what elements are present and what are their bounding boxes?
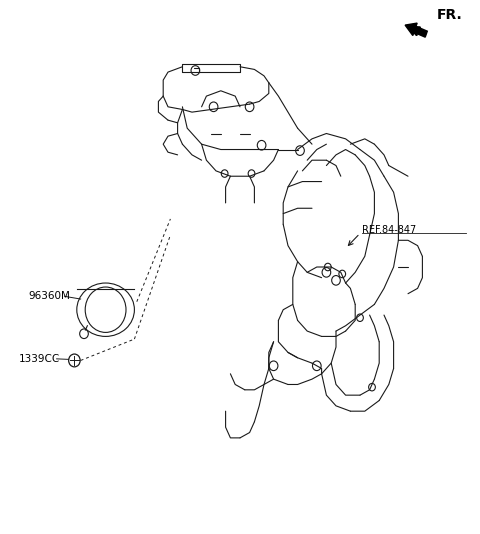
Text: REF.84-847: REF.84-847	[362, 225, 417, 234]
Text: 96360M: 96360M	[29, 292, 71, 301]
FancyArrow shape	[405, 23, 427, 37]
Text: 1339CC: 1339CC	[19, 354, 60, 364]
Text: FR.: FR.	[437, 9, 463, 22]
